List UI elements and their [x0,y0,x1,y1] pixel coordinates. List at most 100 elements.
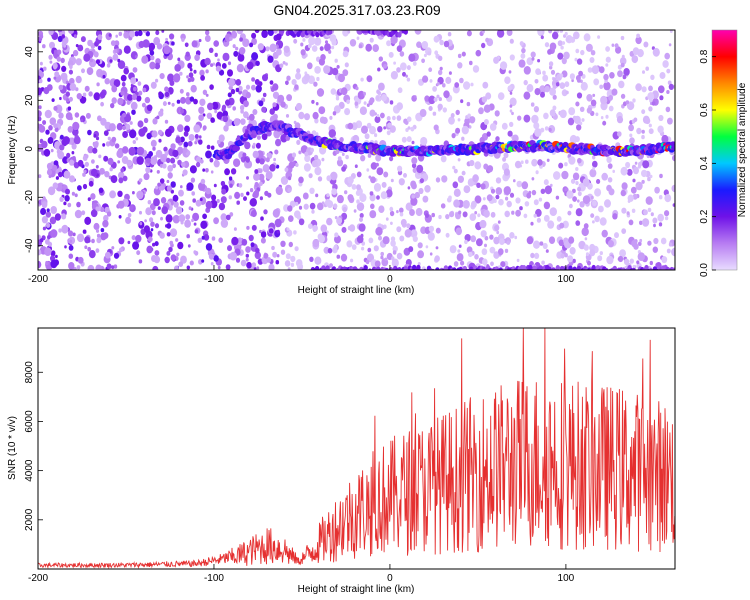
spectrogram-cell [298,176,304,184]
spectrogram-cell [327,30,333,35]
spectrogram-cell [58,84,64,91]
spectrogram-cell [151,255,157,262]
spectrogram-cell [262,164,270,173]
spectrogram-cell [260,216,264,221]
spectrogram-cell [506,30,513,36]
spectrogram-cell [671,184,675,193]
spectrogram-cell [69,239,73,243]
spectrogram-cell [304,73,310,81]
spectrogram-cell [107,157,114,165]
spectrogram-cell [39,238,44,243]
spectrogram-cell [273,157,276,162]
spectrogram-cell [311,45,318,52]
spectrogram-cell [381,94,387,102]
spectrogram-cell [193,250,197,255]
spectrogram-cell [365,43,373,52]
spectrogram-cell [374,133,378,138]
spectrogram-cell [555,82,560,87]
spectrogram-cell [294,122,301,130]
spectrogram-cell [194,54,200,61]
spectrogram-cell [232,106,236,111]
spectrogram-cell [428,225,435,233]
spectrogram-cell [42,44,46,49]
spectrogram-cell [194,134,199,139]
spectrogram-cell [82,172,86,177]
spectrogram-cell [288,215,294,223]
spectrogram-cell [564,253,568,258]
spectrogram-cell [448,71,452,75]
spectrogram-cell [72,49,79,57]
spectrogram-cell [493,251,500,259]
spectrogram-cell [43,148,51,157]
spectrogram-cell [351,122,358,131]
spectrogram-cell [335,149,340,155]
spectrogram-cell [585,252,590,256]
spectrogram-cell [641,129,645,134]
spectrogram-cell [438,97,442,102]
spectrogram-trace-cell [671,144,675,151]
spectrogram-cell [194,229,199,234]
spectrogram-cell [514,160,522,169]
spectrogram-cell [130,77,137,85]
spectrogram-cell [275,164,280,169]
spectrogram-cell [61,213,67,220]
spectrogram-cell [251,262,257,268]
spectrogram-cell [174,265,179,270]
spectrogram-cell [579,201,585,208]
spectrogram-cell [467,113,471,118]
spectrogram-cell [344,62,349,68]
spectrogram-cell [163,45,171,55]
spectrogram-cell [650,212,654,217]
spectrogram-cell [45,211,51,218]
spectrogram-cell [224,168,231,176]
spectrogram-cell [151,210,156,216]
spectrogram-cell [486,131,491,137]
spectrogram-cell [354,101,359,106]
spectrogram-cell [285,114,290,118]
spectrogram-cell [137,120,144,128]
spectrogram-cell [490,211,496,218]
spectrogram-cell [214,52,218,58]
spectrogram-cell [364,133,370,140]
spectrogram-cell [120,74,127,82]
spectrogram-cell [100,101,104,107]
spectrogram-cell [142,87,147,93]
spectrogram-cell [48,125,53,131]
spectrogram-cell [141,55,149,64]
spectrogram-cell [238,183,243,188]
spectrogram-cell [321,116,328,125]
spectrogram-cell [419,178,424,184]
spectrogram-cell [358,223,366,232]
spectrogram-cell [64,195,70,202]
spectrogram-cell [605,56,611,63]
spectrogram-cell [668,43,672,47]
spectrogram-cell [568,265,573,270]
spectrogram-cell [164,128,172,137]
spectrogram-cell [475,49,482,57]
spectrogram-cell [577,78,581,83]
spectrogram-cell [74,112,80,118]
spectrogram-cell [100,228,105,233]
spectrogram-cell [88,250,96,259]
spectrogram-cell [385,189,393,198]
spectrogram-cell [187,140,193,147]
spectrogram-cell [523,114,531,123]
spectrogram-cell [645,66,649,71]
spectrogram-cell [594,215,600,223]
spectrogram-cell [170,143,176,150]
spectrogram-cell [298,205,303,210]
spectrogram-cell [53,65,57,70]
spectrogram-cell [167,172,173,179]
spectrogram-cell [331,67,339,76]
spectrogram-cell [284,167,289,172]
spectrogram-cell [515,209,521,217]
spectrogram-cell [399,212,404,217]
spectrogram-cell [314,66,321,74]
spectrogram-cell [341,152,345,156]
spectrogram-cell [172,194,179,202]
spectrogram-cell [555,195,560,200]
spectrogram-cell [84,85,90,92]
spectrogram-cell [390,70,398,80]
spectrogram-cell [530,102,535,107]
